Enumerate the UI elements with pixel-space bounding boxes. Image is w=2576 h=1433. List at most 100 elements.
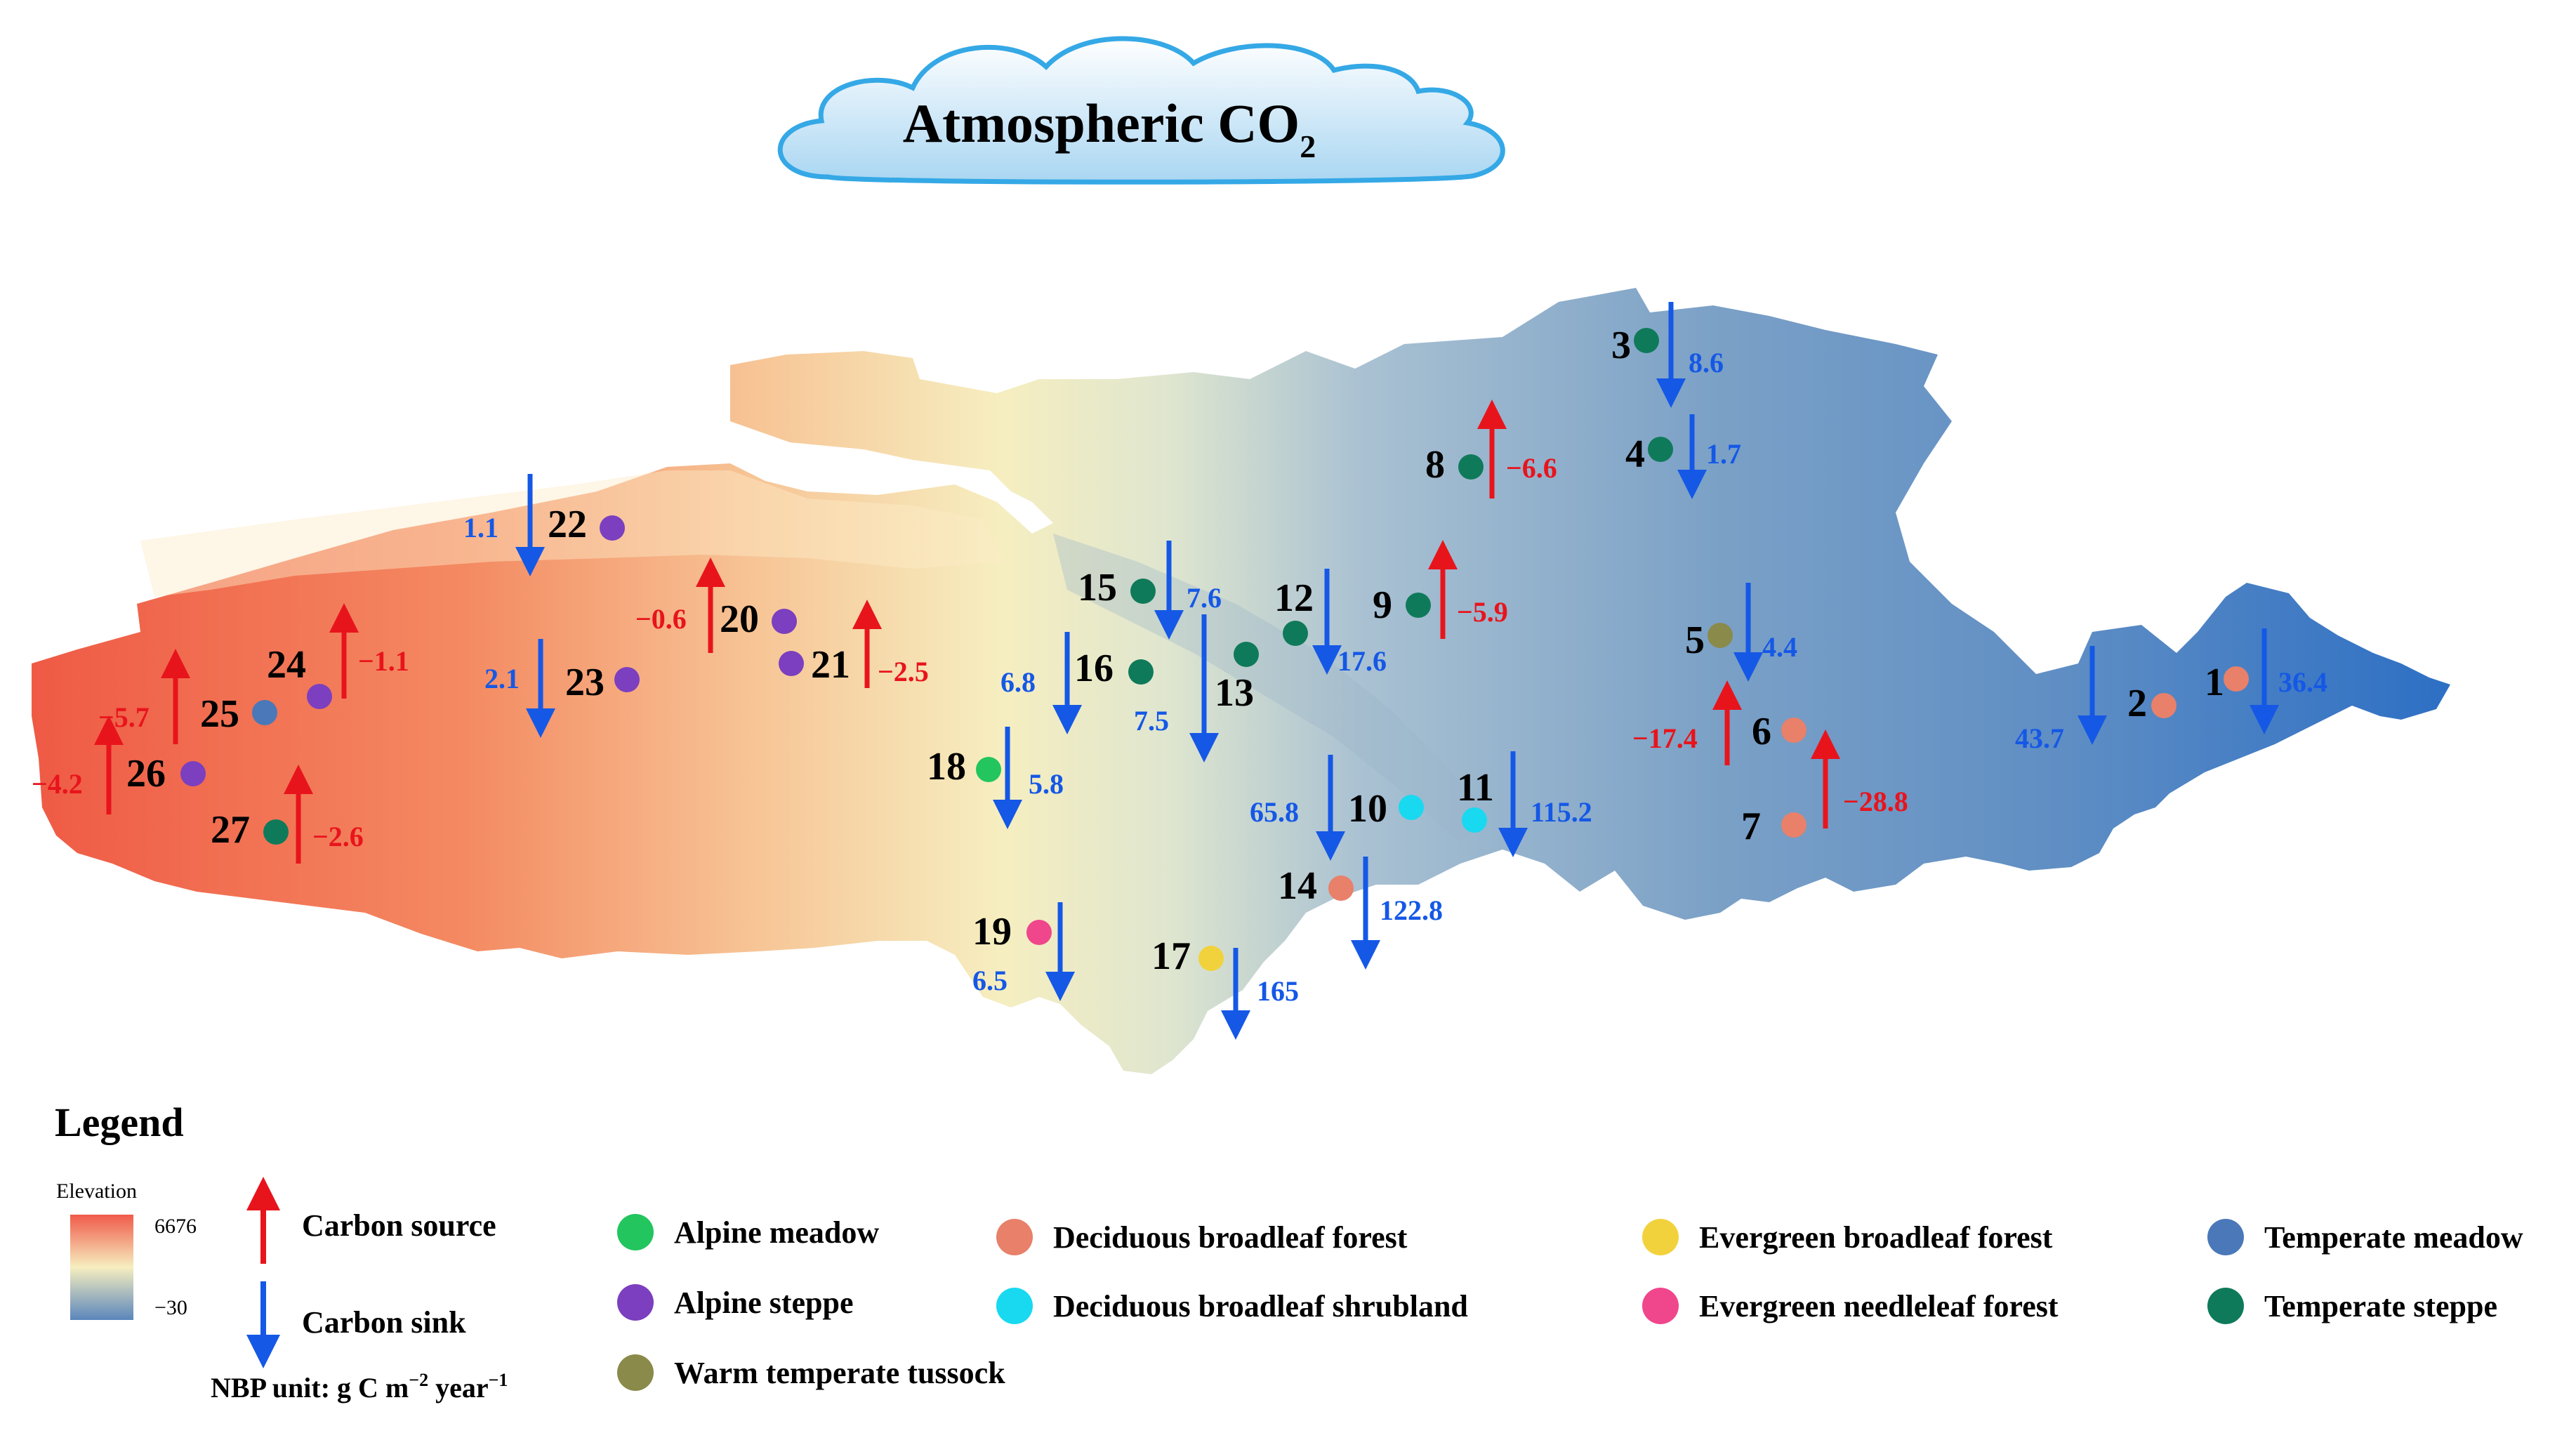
site-9: 9 −5.9 <box>1373 540 1508 639</box>
site-number: 4 <box>1625 432 1645 476</box>
nbp-unit: NBP unit: g C m−2 year−1 <box>211 1370 508 1404</box>
site-marker <box>976 757 1001 782</box>
site-marker <box>1458 454 1484 480</box>
site-23: 232.1 <box>484 639 640 738</box>
site-marker <box>1634 328 1659 353</box>
site-number: 14 <box>1278 864 1317 908</box>
site-18: 18 5.8 <box>927 727 1064 829</box>
site-marker <box>1462 807 1487 833</box>
site-marker <box>772 609 797 634</box>
legend-swatch <box>2207 1288 2244 1324</box>
nbp-value: −28.8 <box>1843 786 1908 817</box>
site-marker <box>1328 876 1354 901</box>
site-number: 25 <box>200 692 239 736</box>
elevation-min: −30 <box>154 1296 187 1319</box>
site-number: 10 <box>1348 787 1387 831</box>
site-number: 5 <box>1685 619 1705 662</box>
elevation-max: 6676 <box>154 1215 197 1238</box>
site-marker <box>2224 666 2249 692</box>
site-21: 21 −2.5 <box>779 600 929 688</box>
site-marker <box>307 684 332 709</box>
site-marker <box>1399 795 1424 820</box>
site-12: 12 17.6 <box>1274 569 1387 677</box>
cloud <box>777 36 1505 185</box>
site-number: 24 <box>267 643 306 687</box>
site-marker <box>263 819 289 845</box>
site-marker <box>1128 659 1154 685</box>
site-marker <box>1234 642 1259 667</box>
site-marker <box>1198 946 1224 971</box>
site-marker <box>600 515 625 541</box>
site-marker <box>252 700 277 725</box>
site-24: 24 −1.1 <box>267 603 409 709</box>
site-8: 8 −6.6 <box>1425 399 1557 498</box>
carbon-source-label: Carbon source <box>302 1208 496 1243</box>
site-number: 11 <box>1457 766 1494 810</box>
site-number: 15 <box>1078 566 1117 609</box>
legend-label: Evergreen needleleaf forest <box>1699 1289 2059 1323</box>
site-marker <box>1781 718 1806 743</box>
site-number: 20 <box>720 597 759 641</box>
nbp-value: 6.8 <box>1000 666 1036 698</box>
nbp-value: 43.7 <box>2015 722 2064 754</box>
nbp-value: 6.5 <box>972 965 1008 996</box>
site-number: 23 <box>565 661 605 704</box>
legend-item-alpine-steppe: Alpine steppe <box>617 1284 853 1321</box>
nbp-value: −2.6 <box>312 821 364 852</box>
nbp-value: −5.9 <box>1457 596 1508 628</box>
site-3: 3 8.6 <box>1611 302 1724 408</box>
nbp-value: −17.4 <box>1632 722 1698 754</box>
site-number: 27 <box>211 808 250 852</box>
legend-item-evergreen-broadleaf-forest: Evergreen broadleaf forest <box>1642 1219 2053 1255</box>
nbp-value: 1.7 <box>1706 438 1741 470</box>
site-4: 4 1.7 <box>1625 414 1741 499</box>
legend-swatch <box>2207 1219 2244 1255</box>
legend-label: Temperate steppe <box>2264 1289 2497 1323</box>
site-11: 11 115.2 <box>1457 751 1592 857</box>
legend-item-temperate-meadow: Temperate meadow <box>2207 1219 2523 1255</box>
site-number: 21 <box>811 643 850 687</box>
legend-label: Evergreen broadleaf forest <box>1699 1220 2053 1255</box>
site-marker <box>1130 579 1156 604</box>
nbp-value: 7.5 <box>1134 705 1169 737</box>
nbp-value: 36.4 <box>2278 666 2327 698</box>
site-5: 5 4.4 <box>1685 583 1797 682</box>
legend-item-warm-temperate-tussock: Warm temperate tussock <box>617 1354 1005 1391</box>
legend-swatch <box>996 1288 1033 1324</box>
site-17: 17 165 <box>1151 935 1299 1040</box>
site-number: 16 <box>1074 647 1114 690</box>
site-26: 26 −4.2 <box>32 715 206 814</box>
nbp-value: 122.8 <box>1380 894 1443 926</box>
site-number: 12 <box>1274 576 1314 620</box>
legend-title: Legend <box>55 1099 184 1145</box>
nbp-value: −4.2 <box>32 768 83 800</box>
site-number: 18 <box>927 745 966 788</box>
site-marker <box>1708 623 1733 648</box>
site-10: 10 65.8 <box>1250 755 1424 861</box>
site-marker <box>779 651 804 676</box>
nbp-value: 8.6 <box>1689 347 1724 378</box>
nbp-value: −5.7 <box>98 701 150 733</box>
nbp-value: 165 <box>1257 975 1299 1007</box>
site-6: 6 −17.4 <box>1632 680 1806 765</box>
site-2: 243.7 <box>2015 646 2177 754</box>
site-20: 20 −0.6 <box>635 557 797 653</box>
site-13: 137.5 <box>1134 614 1259 762</box>
site-marker <box>2151 693 2177 718</box>
site-marker <box>1026 920 1052 945</box>
site-number: 6 <box>1752 710 1771 753</box>
legend-swatch <box>617 1354 654 1391</box>
vegetation-legend: Alpine meadow Alpine steppe Warm temperate… <box>617 1214 2523 1391</box>
site-number: 9 <box>1373 583 1392 627</box>
nbp-value: 7.6 <box>1187 582 1222 614</box>
legend-swatch <box>617 1214 654 1250</box>
legend-item-temperate-steppe: Temperate steppe <box>2207 1288 2497 1324</box>
nbp-value: −2.5 <box>878 656 929 687</box>
site-22: 221.1 <box>463 474 625 576</box>
site-16: 166.8 <box>1000 632 1154 734</box>
legend: Legend Elevation 6676 −30 Carbon source … <box>55 1099 2523 1404</box>
site-marker <box>1406 593 1431 618</box>
carbon-sink-label: Carbon sink <box>302 1305 466 1340</box>
legend-swatch <box>1642 1288 1679 1324</box>
